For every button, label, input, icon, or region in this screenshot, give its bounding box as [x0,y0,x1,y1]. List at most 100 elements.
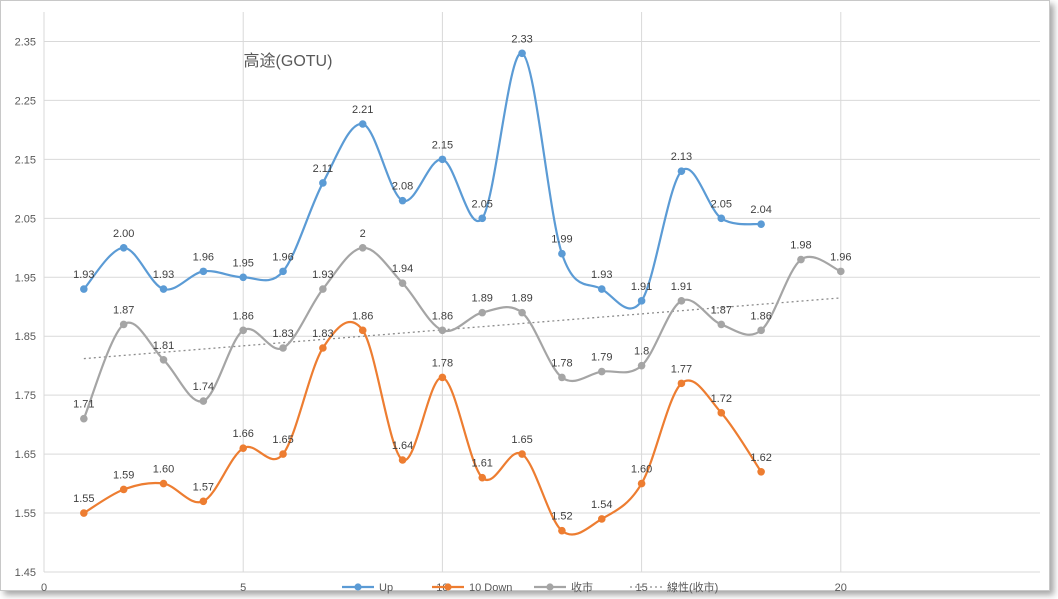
series-2-point [119,320,128,329]
series-0-data-label: 1.93 [153,269,174,281]
series-1-data-label: 1.61 [472,458,493,470]
series-0-point [80,285,88,293]
series-2-data-label: 1.87 [113,304,134,316]
series-lines [82,52,842,536]
series-1-point [637,479,646,488]
series-0-point [518,49,526,58]
series-1-data-label: 1.65 [511,434,532,446]
series-0-data-label: 1.99 [551,234,572,246]
series-0-point [398,196,407,205]
y-tick-label: 1.45 [15,567,36,579]
series-2-point [398,279,407,287]
series-2-data-label: 1.71 [73,399,94,411]
series-0-data-label: 2.21 [352,104,373,116]
series-2-data-label: 1.93 [312,269,333,281]
series-0-point [677,167,686,175]
series-2-point [677,297,686,305]
series-0-point [239,273,247,282]
series-0-data-label: 2.00 [113,228,134,240]
series-0-point [558,249,566,258]
series-2-data-label: 1.86 [432,310,453,322]
series-2-point [239,326,247,335]
y-tick-label: 2.15 [15,154,36,166]
series-1-point [398,456,407,464]
series-1-point [358,326,367,335]
series-0-data-label: 1.91 [631,281,652,293]
series-2-data-label: 1.74 [193,381,214,393]
series-0-data-label: 2.11 [313,163,334,175]
series-0-data-label: 1.93 [73,269,94,281]
series-0-data-label: 2.08 [392,181,413,193]
series-2-point [438,326,447,335]
series-1-point [757,467,765,476]
series-2-point [319,285,327,293]
series-1-data-label: 1.54 [591,499,612,511]
series-0-point [637,297,646,305]
legend-label: Up [379,582,393,594]
y-tick-label: 1.55 [15,508,36,520]
series-0-point [717,214,726,223]
series-2-point [797,255,805,264]
series-2-data-label: 1.98 [790,240,811,252]
x-tick-label: 5 [240,582,246,594]
series-1-point [597,515,606,523]
series-0-data-label: 1.93 [591,269,612,281]
legend-marker [546,583,554,591]
series-1-point [438,373,447,382]
series-1-data-label: 1.78 [432,357,453,369]
series-2-point [279,344,287,352]
series-0-data-label: 2.05 [711,198,732,210]
series-1-data-label: 1.57 [193,481,214,493]
series-1-point [80,509,88,517]
series-1-point [478,473,487,482]
series-2-point [478,308,487,317]
series-2-point [518,308,526,317]
legend-item: 線性(收市) [630,580,718,594]
series-1-data-label: 1.55 [73,493,94,505]
series-0-point [119,243,128,252]
legend-label: 10 Down [469,582,512,594]
grid [43,12,1040,573]
series-2-data-label: 1.81 [153,340,174,352]
series-2-data-label: 1.91 [671,281,692,293]
series-1-point [518,450,526,458]
series-1-point [677,379,686,388]
y-tick-label: 1.85 [15,331,36,343]
series-0-point [199,267,208,276]
chart-frame [0,0,1050,591]
series-0-data-label: 2.15 [432,139,453,151]
legend-marker [354,583,362,591]
series-1-data-label: 1.72 [711,393,732,405]
series-1-line [83,320,763,536]
series-1-point [239,444,247,453]
series-1-data-label: 1.59 [113,469,134,481]
legend-label: 收市 [571,580,593,594]
series-1-point [319,344,327,352]
series-2-point [757,326,765,335]
x-tick-label: 20 [835,582,847,594]
series-2-data-label: 1.86 [232,310,253,322]
series-0-point [159,285,168,293]
series-2-data-label: 1.8 [634,346,649,358]
legend-item: 10 Down [432,582,512,594]
legend-item: Up [342,582,393,594]
series-2-point [637,361,646,370]
series-2-data-label: 1.96 [830,251,851,263]
series-2-data-label: 1.94 [392,263,413,275]
legend-item: 收市 [534,580,593,594]
series-0-point [279,267,287,276]
series-2-point [717,320,726,329]
series-0-point [319,179,327,187]
chart-title: 高途(GOTU) [244,52,333,70]
series-1-data-label: 1.65 [272,434,293,446]
series-0-data-label: 1.95 [232,257,253,269]
y-tick-label: 1.65 [15,449,36,461]
series-2-point [597,367,606,376]
series-1-data-label: 1.62 [750,452,771,464]
legend-label: 線性(收市) [667,580,718,594]
trendline [83,297,841,360]
series-1-data-label: 1.66 [232,428,253,440]
series-1-data-label: 1.83 [312,328,333,340]
series-2-point [80,414,88,423]
data-labels: 1.93 2.00 1.93 1.96 1.95 1.96 2.11 2.21 2.08 2.15… [73,33,851,522]
